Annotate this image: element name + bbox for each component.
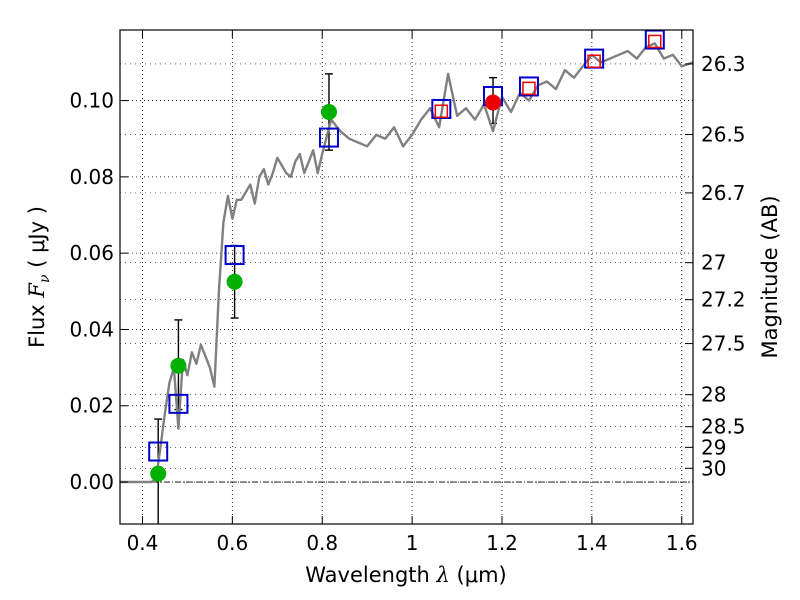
y-tick-label: 0.02 bbox=[69, 394, 114, 418]
ir-faint-square bbox=[434, 104, 449, 119]
model-photometry-square bbox=[518, 76, 539, 97]
y-tick-label: 0.06 bbox=[69, 241, 114, 265]
observed-point bbox=[226, 273, 243, 290]
model-photometry-square bbox=[318, 127, 339, 148]
observed-point bbox=[170, 357, 187, 374]
magnitude-tick-label: 28 bbox=[701, 383, 726, 407]
x-tick-label: 0.4 bbox=[127, 531, 159, 555]
observed-point bbox=[320, 104, 337, 121]
model-photometry-square bbox=[148, 441, 169, 462]
x-tick-label: 1.4 bbox=[576, 531, 608, 555]
ir-faint-square bbox=[587, 54, 601, 69]
magnitude-tick-label: 26.5 bbox=[701, 123, 746, 147]
magnitude-tick-label: 28.5 bbox=[701, 415, 746, 439]
ir-faint-square bbox=[522, 81, 536, 96]
plot-series bbox=[120, 29, 694, 524]
model-photometry-square bbox=[168, 393, 189, 414]
ir-faint-square bbox=[648, 34, 662, 49]
x-tick-label: 1 bbox=[406, 531, 419, 555]
y-tick-label: 0.04 bbox=[69, 317, 114, 341]
magnitude-tick-label: 26.7 bbox=[701, 181, 746, 205]
y-tick-label: 0.10 bbox=[69, 89, 114, 113]
x-tick-label: 0.6 bbox=[216, 531, 248, 555]
y-tick-label: 0.00 bbox=[69, 470, 114, 494]
x-axis-label: Wavelength λ (μm) bbox=[305, 563, 506, 587]
grid bbox=[120, 30, 693, 524]
x-tick-label: 0.8 bbox=[306, 531, 338, 555]
x-tick-label: 1.2 bbox=[486, 531, 518, 555]
x-tick-label: 1.6 bbox=[666, 531, 698, 555]
ticks: 0.4 0.6 0.8 1 1.2 1.4 1.6 0.00 0.02 0.04 0.06 0.08 0… bbox=[69, 30, 746, 555]
magnitude-tick-label: 27.5 bbox=[701, 332, 746, 356]
magnitude-axis-label: Magnitude (AB) bbox=[758, 195, 782, 358]
observed-point bbox=[485, 94, 502, 111]
magnitude-tick-label: 27.2 bbox=[701, 288, 746, 312]
magnitude-tick-label: 30 bbox=[701, 456, 726, 480]
y-tick-label: 0.08 bbox=[69, 165, 114, 189]
y-axis-label: Flux Fν ( μJy ) bbox=[25, 206, 53, 348]
magnitude-tick-label: 29 bbox=[701, 435, 726, 459]
plot-frame bbox=[119, 29, 694, 525]
magnitude-tick-label: 27 bbox=[701, 251, 726, 275]
magnitude-tick-label: 26.3 bbox=[701, 52, 746, 76]
model-photometry-square bbox=[224, 245, 245, 266]
observed-point bbox=[150, 465, 167, 482]
